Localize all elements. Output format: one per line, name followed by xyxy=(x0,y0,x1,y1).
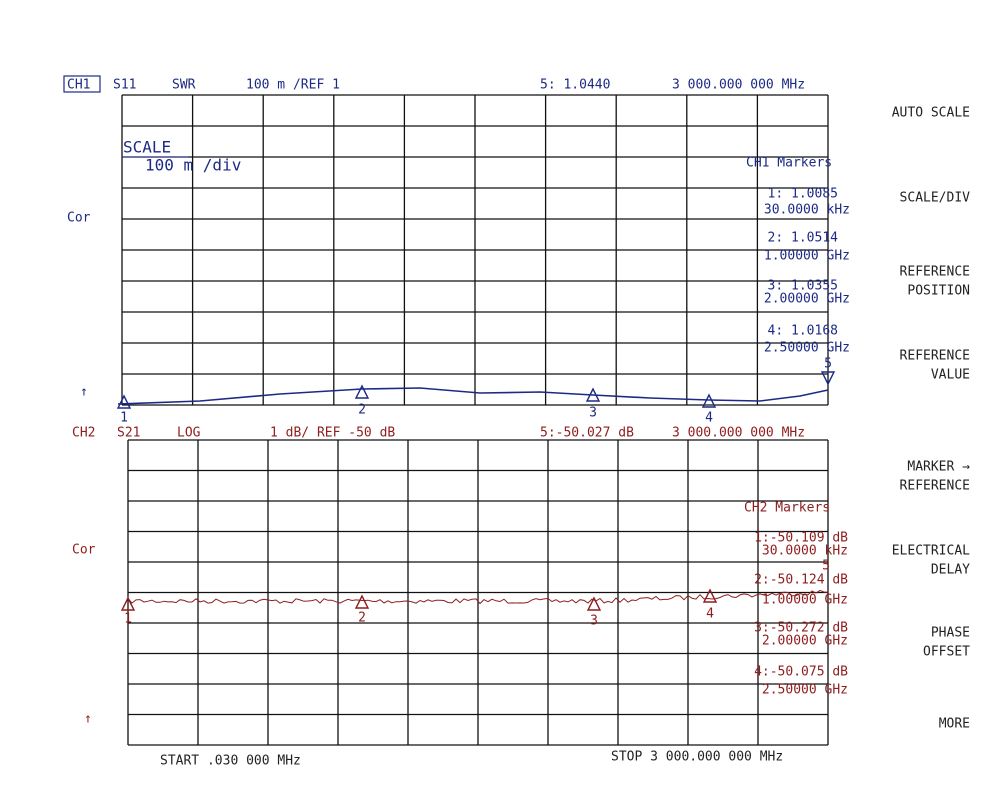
frequency: 3 000.000 000 MHz xyxy=(672,426,805,441)
marker-value: 3: 1.0355 xyxy=(768,279,838,294)
markers-title: CH1 Markers xyxy=(746,156,832,171)
reference-arrow: ↑ xyxy=(80,385,88,400)
format: SWR xyxy=(172,78,196,93)
marker-value: 1: 1.0085 xyxy=(768,187,838,202)
trace xyxy=(117,387,829,405)
channel: CH2 xyxy=(72,426,95,441)
softkey[interactable]: MORE xyxy=(939,717,970,732)
channel: CH1 xyxy=(67,78,90,93)
marker-triangle xyxy=(585,387,601,402)
marker-frequency: 2.00000 GHz xyxy=(762,634,848,649)
softkey-label[interactable]: MARKER → xyxy=(907,460,970,475)
softkey-label[interactable]: MORE xyxy=(939,717,970,732)
softkey-label[interactable]: DELAY xyxy=(931,563,970,578)
marker-triangle xyxy=(116,394,132,409)
marker-number: 3 xyxy=(590,614,598,629)
stop-frequency: STOP 3 000.000 000 MHz xyxy=(611,750,783,765)
correction: Cor xyxy=(72,543,96,558)
marker-frequency: 30.0000 kHz xyxy=(764,203,850,218)
start-frequency: START .030 000 MHz xyxy=(160,754,301,769)
scale-value: 100 m /div xyxy=(145,156,241,175)
channel-box xyxy=(63,75,101,93)
marker-frequency: 2.50000 GHz xyxy=(762,683,848,698)
active-marker: 5:-50.027 dB xyxy=(540,426,634,441)
trace xyxy=(127,589,829,605)
softkey[interactable]: REFERENCE POSITION xyxy=(900,265,970,299)
marker-frequency: 2.00000 GHz xyxy=(764,292,850,307)
correction: Cor xyxy=(67,211,91,226)
marker-triangle xyxy=(354,384,370,399)
marker-value: 2: 1.0514 xyxy=(768,231,839,246)
scale-title: SCALE xyxy=(123,138,171,157)
softkey[interactable]: SCALE/DIV xyxy=(900,191,971,206)
softkey-label[interactable]: ELECTRICAL xyxy=(892,544,970,559)
softkey[interactable]: REFERENCE VALUE xyxy=(900,349,970,383)
softkey-label[interactable]: AUTO SCALE xyxy=(892,106,970,121)
marker-number: 5 xyxy=(824,357,832,372)
marker-triangle xyxy=(354,594,370,609)
marker-triangle xyxy=(586,596,602,611)
softkey[interactable]: AUTO SCALE xyxy=(892,106,970,121)
marker-triangle xyxy=(702,588,718,603)
marker-number: 5 xyxy=(822,559,830,574)
marker-frequency: 30.0000 kHz xyxy=(762,544,848,559)
softkey[interactable]: ELECTRICAL DELAY xyxy=(892,544,970,578)
softkey-label[interactable]: VALUE xyxy=(931,368,970,383)
marker-frequency: 1.00000 GHz xyxy=(762,593,848,608)
marker-frequency: 2.50000 GHz xyxy=(764,341,850,356)
format: LOG xyxy=(177,426,201,441)
marker-value: 4: 1.0168 xyxy=(768,324,838,339)
grids xyxy=(121,94,829,746)
marker-number: 1 xyxy=(124,612,132,627)
traces xyxy=(116,371,836,611)
marker-number: 1 xyxy=(120,411,128,426)
marker-triangle xyxy=(820,371,836,386)
scale: 1 dB/ REF -50 dB xyxy=(270,426,395,441)
parameter: S11 xyxy=(113,78,136,93)
softkey-label[interactable]: REFERENCE xyxy=(900,349,970,364)
softkey-label[interactable]: PHASE xyxy=(931,626,970,641)
frequency: 3 000.000 000 MHz xyxy=(672,78,805,93)
marker-value: 3:-50.272 dB xyxy=(754,621,848,636)
parameter: S21 xyxy=(117,426,140,441)
marker-number: 4 xyxy=(706,607,714,622)
softkey-label[interactable]: OFFSET xyxy=(923,645,970,660)
marker-number: 4 xyxy=(705,411,713,426)
marker-frequency: 1.00000 GHz xyxy=(764,249,850,264)
softkey-label[interactable]: SCALE/DIV xyxy=(900,191,971,206)
marker-value: 4:-50.075 dB xyxy=(754,665,848,680)
reference-arrow: ↑ xyxy=(84,712,92,727)
softkey-label[interactable]: REFERENCE xyxy=(900,479,970,494)
marker-number: 3 xyxy=(589,406,597,421)
marker-triangle xyxy=(701,393,717,408)
markers-title: CH2 Markers xyxy=(744,501,830,516)
marker-number: 2 xyxy=(358,403,366,418)
scale: 100 m /REF 1 xyxy=(246,78,340,93)
softkey-label[interactable]: REFERENCE xyxy=(900,265,970,280)
softkey[interactable]: MARKER → REFERENCE xyxy=(900,460,971,494)
marker-value: 1:-50.109 dB xyxy=(754,531,848,546)
marker-number: 2 xyxy=(358,611,366,626)
marker-value: 2:-50.124 dB xyxy=(754,573,848,588)
marker-triangle xyxy=(120,596,136,611)
active-marker: 5: 1.0440 xyxy=(540,78,610,93)
softkey-label[interactable]: POSITION xyxy=(907,284,970,299)
softkey[interactable]: PHASE OFFSET xyxy=(923,626,970,660)
